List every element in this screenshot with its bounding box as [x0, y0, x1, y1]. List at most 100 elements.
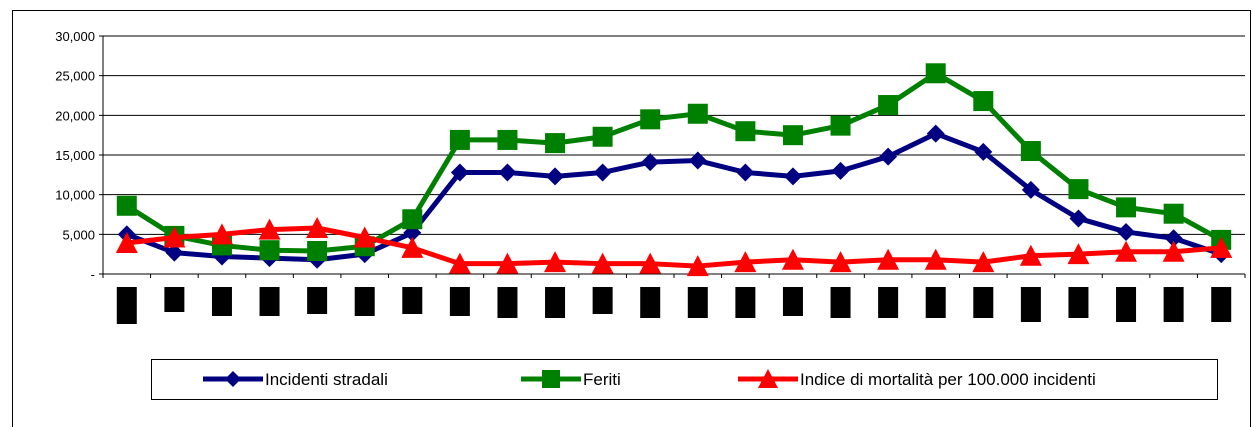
data-point-square [830, 115, 851, 136]
x-tick-label-redacted [211, 287, 232, 316]
y-tick-label: 20,000 [55, 108, 95, 123]
x-axis-redacted-labels [116, 287, 1232, 324]
data-point-triangle [258, 218, 281, 240]
data-point-triangle [544, 251, 567, 273]
x-tick-label-redacted [1163, 287, 1184, 322]
data-point-square [782, 125, 803, 146]
data-point-diamond [879, 147, 898, 166]
series-line [126, 225, 1222, 269]
data-point-diamond [783, 167, 802, 186]
data-point-square [402, 209, 423, 230]
y-tick-label: 5,000 [62, 227, 95, 242]
data-point-diamond [688, 151, 707, 170]
data-point-square [259, 240, 280, 261]
x-tick-label-redacted [449, 287, 470, 316]
data-point-triangle [924, 248, 947, 270]
y-tick-label: 10,000 [55, 188, 95, 203]
data-point-square [1116, 197, 1137, 218]
x-tick-label-redacted [116, 287, 137, 324]
x-tick-label-redacted [925, 287, 946, 318]
data-point-square [592, 126, 613, 147]
data-point-square [735, 121, 756, 142]
data-point-square [687, 103, 708, 124]
x-tick-label-redacted [1211, 287, 1232, 322]
data-point-square [1163, 203, 1184, 224]
gridlines [103, 35, 1245, 235]
data-point-triangle [639, 252, 662, 274]
y-tick-label: - [91, 267, 95, 282]
data-point-square [925, 63, 946, 84]
x-axis-ticks [102, 274, 1246, 278]
data-point-triangle [1019, 244, 1042, 266]
y-axis: - 5,000 10,000 15,000 20,000 25,000 30,000 [55, 29, 103, 282]
data-point-square [545, 133, 566, 154]
data-point-diamond [450, 163, 469, 182]
data-point-diamond [225, 371, 241, 387]
data-point-triangle [1067, 243, 1090, 265]
legend-item: Indice di mortalità per 100.000 incident… [738, 369, 1096, 389]
x-tick-label-redacted [782, 287, 803, 316]
data-point-triangle [1162, 240, 1185, 262]
data-point-triangle [781, 248, 804, 270]
data-point-diamond [831, 161, 850, 180]
data-point-triangle [210, 223, 233, 245]
data-point-diamond [546, 167, 565, 186]
legend-label: Feriti [583, 370, 621, 389]
x-tick-label-redacted [164, 287, 185, 312]
data-point-triangle [972, 251, 995, 273]
data-point-diamond [974, 142, 993, 161]
legend-label: Incidenti stradali [265, 370, 388, 389]
data-point-triangle [758, 369, 778, 388]
data-point-diamond [1164, 229, 1183, 248]
data-point-square [1068, 179, 1089, 200]
series-indice-di-mortalit-per-100-000-incidenti [115, 216, 1233, 277]
data-point-diamond [1117, 222, 1136, 241]
x-tick-label-redacted [307, 287, 328, 314]
data-point-diamond [926, 124, 945, 143]
data-point-square [449, 129, 470, 150]
data-point-triangle [829, 251, 852, 273]
x-tick-label-redacted [259, 287, 280, 316]
y-tick-label: 25,000 [55, 69, 95, 84]
data-point-triangle [496, 252, 519, 274]
data-point-diamond [736, 163, 755, 182]
data-point-diamond [165, 243, 184, 262]
series-layer [115, 63, 1233, 277]
x-tick-label-redacted [735, 287, 756, 318]
x-tick-label-redacted [973, 287, 994, 318]
x-tick-label-redacted [1116, 287, 1137, 322]
data-point-triangle [401, 236, 424, 258]
x-tick-label-redacted [1068, 287, 1089, 318]
chart-border [12, 10, 1251, 427]
legend-item: Feriti [521, 370, 621, 389]
x-tick-label-redacted [592, 287, 613, 314]
legend: Incidenti stradali Feriti Indice di mortal… [151, 359, 1218, 400]
data-point-square [307, 240, 328, 261]
data-point-triangle [306, 216, 329, 238]
data-point-diamond [498, 163, 517, 182]
x-tick-label-redacted [402, 287, 423, 314]
x-tick-label-redacted [354, 287, 375, 316]
x-tick-label-redacted [687, 287, 708, 318]
y-tick-label: 30,000 [55, 29, 95, 44]
data-point-diamond [1069, 209, 1088, 228]
x-tick-label-redacted [497, 287, 518, 318]
data-point-square [1020, 141, 1041, 162]
data-point-square [878, 95, 899, 116]
data-point-diamond [1021, 180, 1040, 199]
data-point-square [973, 91, 994, 112]
legend-box [151, 359, 1218, 400]
data-point-diamond [641, 153, 660, 172]
data-point-triangle [1115, 240, 1138, 262]
legend-item: Incidenti stradali [203, 370, 388, 389]
legend-label: Indice di mortalità per 100.000 incident… [800, 370, 1096, 389]
data-point-triangle [877, 248, 900, 270]
x-tick-label-redacted [545, 287, 566, 318]
data-point-triangle [353, 226, 376, 248]
data-point-triangle [1210, 236, 1233, 258]
x-tick-label-redacted [1020, 287, 1041, 322]
data-point-square [116, 195, 137, 216]
data-point-square [640, 109, 661, 130]
y-tick-label: 15,000 [55, 148, 95, 163]
